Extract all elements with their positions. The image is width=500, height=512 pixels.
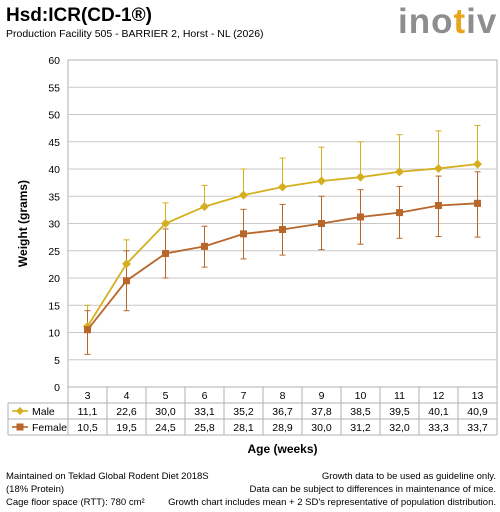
x-tick-label: 10	[355, 390, 367, 402]
footer-diet-note: Maintained on Teklad Global Rodent Diet …	[6, 471, 209, 482]
y-tick-label: 25	[48, 246, 60, 258]
x-tick-label: 6	[202, 390, 208, 402]
data-label-female: 25,8	[194, 422, 215, 434]
data-label-female: 28,9	[272, 422, 293, 434]
x-tick-label: 9	[319, 390, 325, 402]
data-label-male: 22,6	[116, 406, 137, 418]
data-label-male: 40,9	[467, 406, 488, 418]
y-tick-label: 45	[48, 137, 60, 149]
data-label-male: 36,7	[272, 406, 293, 418]
chart-title: Hsd:ICR(CD-1®)	[6, 5, 152, 26]
data-label-female: 32,0	[389, 422, 410, 434]
data-point-male	[434, 163, 443, 173]
data-point-female	[123, 277, 130, 285]
legend-marker-female	[16, 423, 24, 431]
x-tick-label: 8	[280, 390, 286, 402]
data-point-female	[201, 242, 208, 250]
data-point-male	[122, 259, 131, 269]
data-label-male: 39,5	[389, 406, 410, 418]
data-point-female	[318, 220, 325, 227]
x-tick-label: 7	[241, 390, 247, 402]
data-point-female	[162, 249, 169, 257]
logo-text-end: iv	[466, 2, 498, 41]
data-point-male	[239, 190, 248, 200]
footer-guideline-note: Growth data to be used as guideline only…	[321, 471, 496, 482]
y-tick-label: 5	[54, 355, 60, 367]
data-label-male: 38,5	[350, 406, 371, 418]
data-label-male: 33,1	[194, 406, 215, 418]
data-point-female	[357, 213, 364, 221]
data-point-female	[84, 326, 91, 334]
footer-protein-note: (18% Protein)	[6, 484, 65, 495]
legend-label-female: Female	[32, 422, 67, 434]
data-label-female: 33,3	[428, 422, 449, 434]
data-label-female: 24,5	[155, 422, 176, 434]
data-label-female: 30,0	[311, 422, 332, 434]
data-point-female	[396, 209, 403, 217]
data-point-male	[317, 176, 326, 186]
data-label-male: 40,1	[428, 406, 449, 418]
data-point-female	[240, 230, 247, 238]
y-tick-label: 30	[48, 219, 60, 231]
y-tick-label: 10	[48, 328, 60, 340]
y-tick-label: 60	[48, 55, 60, 67]
data-point-male	[200, 202, 209, 212]
y-tick-label: 15	[48, 300, 60, 312]
data-label-female: 28,1	[233, 422, 254, 434]
data-label-female: 10,5	[77, 422, 98, 434]
data-point-male	[395, 167, 404, 177]
x-tick-label: 4	[124, 390, 130, 402]
data-point-female	[279, 225, 286, 233]
logo-text-main: ino	[398, 2, 454, 41]
data-point-male	[356, 172, 365, 182]
legend-label-male: Male	[32, 406, 55, 418]
legend-marker-male	[16, 407, 24, 415]
y-tick-label: 35	[48, 191, 60, 203]
x-tick-label: 12	[433, 390, 445, 402]
x-tick-label: 13	[472, 390, 484, 402]
footer-maintenance-note: Data can be subject to differences in ma…	[249, 484, 496, 495]
logo-text-accent: t	[453, 2, 467, 41]
chart-subtitle: Production Facility 505 - BARRIER 2, Hor…	[6, 28, 264, 40]
data-point-male	[473, 159, 482, 169]
data-point-male	[278, 182, 287, 192]
data-label-female: 31,2	[350, 422, 371, 434]
x-tick-label: 11	[394, 390, 405, 402]
company-logo: inotiv	[398, 2, 497, 42]
data-label-female: 19,5	[116, 422, 137, 434]
footer-distribution-note: Growth chart includes mean + 2 SD's repr…	[168, 497, 496, 508]
footer-cage-note: Cage floor space (RTT): 780 cm²	[6, 497, 145, 508]
y-axis-label: Weight (grams)	[16, 180, 30, 267]
y-tick-label: 55	[48, 82, 60, 94]
x-tick-label: 3	[85, 390, 91, 402]
x-tick-label: 5	[163, 390, 169, 402]
data-label-male: 35,2	[233, 406, 254, 418]
data-point-male	[161, 219, 170, 228]
data-point-female	[435, 202, 442, 210]
data-label-male: 30,0	[155, 406, 176, 418]
y-tick-label: 20	[48, 273, 60, 285]
data-label-male: 11,1	[78, 406, 98, 418]
y-tick-label: 0	[54, 382, 60, 394]
data-point-female	[474, 199, 481, 207]
data-label-male: 37,8	[311, 406, 332, 418]
y-tick-label: 50	[48, 110, 60, 122]
footer-notes-left: Maintained on Teklad Global Rodent Diet …	[6, 470, 209, 509]
x-axis-label: Age (weeks)	[247, 442, 317, 456]
data-label-female: 33,7	[467, 422, 488, 434]
footer-notes-right: Growth data to be used as guideline only…	[168, 470, 496, 509]
y-tick-label: 40	[48, 164, 60, 176]
